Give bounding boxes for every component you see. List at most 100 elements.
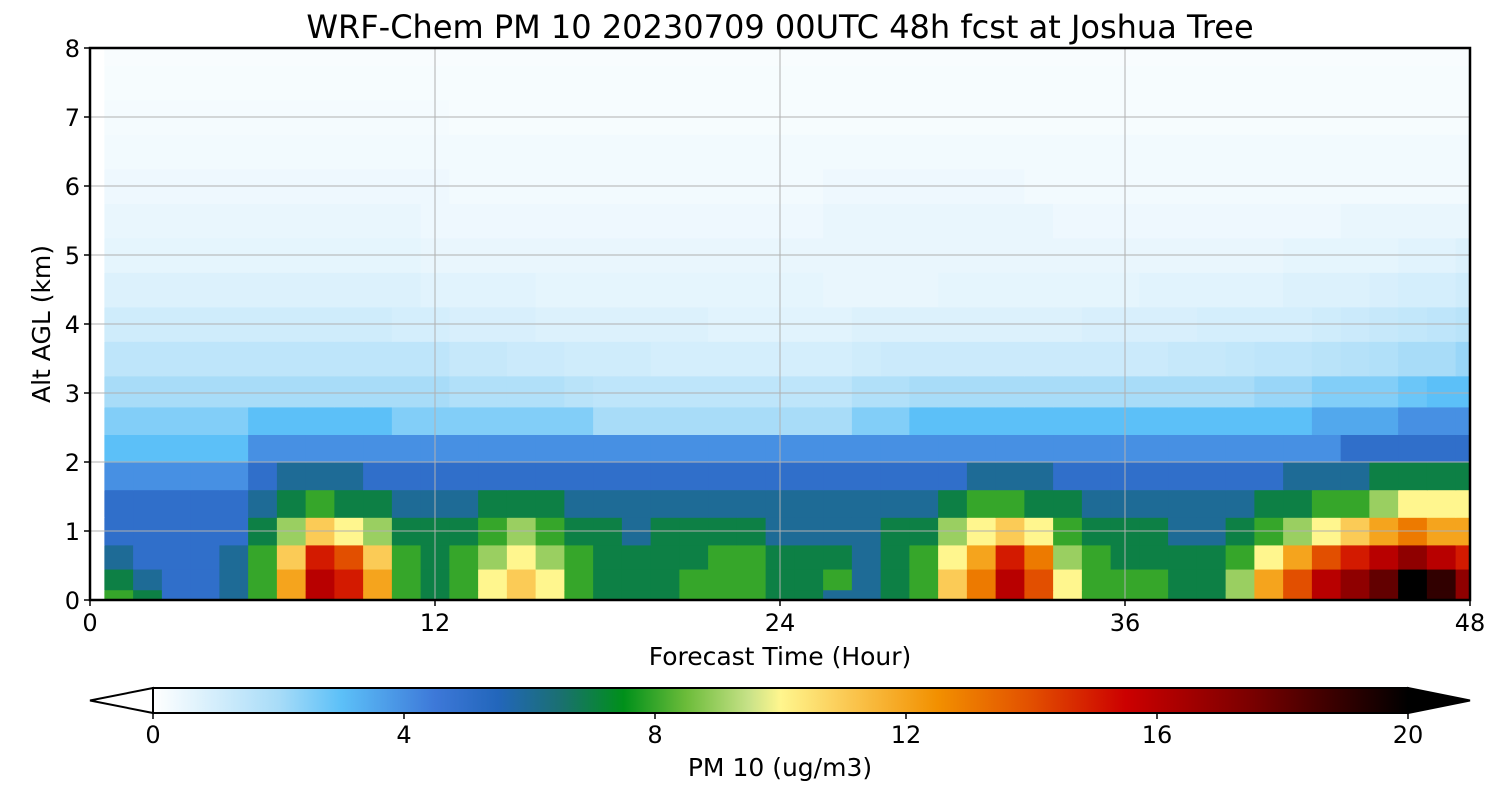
heatmap-cell	[1455, 406, 1470, 435]
heatmap-cell	[334, 375, 364, 408]
heatmap-cell	[1340, 434, 1370, 463]
heatmap-cell	[564, 203, 594, 239]
heatmap-cell	[478, 272, 508, 308]
heatmap-cell	[133, 203, 163, 239]
heatmap-cell	[535, 406, 565, 435]
heatmap-cell	[363, 134, 393, 170]
heatmap-cell	[1081, 272, 1112, 308]
heatmap-cell	[966, 489, 997, 518]
heatmap-cell	[966, 272, 997, 308]
heatmap-cell	[1340, 272, 1370, 308]
heatmap-cell	[909, 568, 939, 591]
heatmap-cell	[995, 375, 1025, 408]
heatmap-cell	[219, 406, 249, 435]
heatmap-cell	[679, 462, 709, 491]
heatmap-cell	[1139, 375, 1169, 408]
heatmap-cell	[506, 434, 537, 463]
heatmap-cell	[219, 203, 249, 239]
heatmap-cell	[593, 406, 623, 435]
heatmap-cell	[161, 434, 192, 463]
heatmap-cell	[736, 203, 767, 239]
heatmap-cell	[966, 434, 997, 463]
heatmap-cell	[90, 568, 105, 591]
heatmap-cell	[1369, 589, 1399, 600]
heatmap-cell	[449, 434, 479, 463]
heatmap-cell	[161, 48, 192, 66]
heatmap-cell	[133, 272, 163, 308]
heatmap-cell	[794, 489, 824, 518]
heatmap-cell	[478, 48, 508, 66]
heatmap-cell	[593, 65, 623, 101]
heatmap-cell	[650, 48, 680, 66]
heatmap-cell	[478, 134, 508, 170]
heatmap-cell	[995, 134, 1025, 170]
heatmap-cell	[909, 434, 939, 463]
x-tick-label: 48	[1455, 609, 1486, 637]
heatmap-cell	[823, 48, 853, 66]
heatmap-cell	[1168, 568, 1198, 591]
heatmap-cell	[564, 48, 594, 66]
heatmap-cell	[823, 65, 853, 101]
heatmap-cell	[708, 203, 738, 239]
heatmap-cell	[161, 544, 192, 570]
heatmap-cell	[219, 375, 249, 408]
heatmap-cell	[219, 568, 249, 591]
heatmap-cell	[1369, 568, 1399, 591]
heatmap-cell	[995, 48, 1025, 66]
heatmap-cell	[1426, 489, 1457, 518]
heatmap-cell	[593, 568, 623, 591]
heatmap-cell	[1369, 48, 1399, 66]
heatmap-cell	[1398, 341, 1428, 377]
y-tick-label: 7	[65, 104, 80, 132]
heatmap-cell	[938, 489, 968, 518]
heatmap-cell	[794, 544, 824, 570]
heatmap-cell	[449, 462, 479, 491]
heatmap-cell	[1225, 589, 1255, 600]
heatmap-cell	[1081, 434, 1112, 463]
heatmap-cell	[1225, 341, 1255, 377]
heatmap-cell	[90, 272, 105, 308]
heatmap-cell	[219, 48, 249, 66]
heatmap-cell	[1283, 375, 1313, 408]
heatmap-cell	[161, 272, 192, 308]
heatmap-cell	[391, 65, 422, 101]
heatmap-cell	[449, 489, 479, 518]
heatmap-cell	[1283, 589, 1313, 600]
heatmap-cell	[391, 462, 422, 491]
heatmap-cell	[1081, 375, 1112, 408]
heatmap-cell	[938, 65, 968, 101]
heatmap-cell	[995, 203, 1025, 239]
heatmap-cell	[391, 434, 422, 463]
chart-title: WRF-Chem PM 10 20230709 00UTC 48h fcst a…	[306, 8, 1253, 46]
heatmap-cell	[1340, 568, 1370, 591]
heatmap-cell	[938, 544, 968, 570]
x-tick-label: 24	[765, 609, 796, 637]
heatmap-cell	[1081, 589, 1112, 600]
heatmap-cell	[478, 568, 508, 591]
heatmap-cell	[736, 589, 767, 600]
heatmap-cell	[1139, 544, 1169, 570]
heatmap-cell	[1225, 434, 1255, 463]
heatmap-cell	[276, 272, 307, 308]
heatmap-cell	[1398, 568, 1428, 591]
heatmap-cell	[1311, 406, 1342, 435]
heatmap-cell	[1081, 406, 1112, 435]
heatmap-cell	[133, 134, 163, 170]
heatmap-cell	[1254, 489, 1284, 518]
heatmap-cell	[708, 544, 738, 570]
heatmap-cell	[1340, 65, 1370, 101]
heatmap-cell	[736, 65, 767, 101]
heatmap-cell	[1426, 568, 1457, 591]
heatmap-cell	[909, 406, 939, 435]
y-tick-label: 4	[65, 311, 80, 339]
heatmap-cell	[190, 134, 220, 170]
heatmap-cell	[679, 375, 709, 408]
heatmap-cell	[1340, 489, 1370, 518]
heatmap-cell	[708, 568, 738, 591]
heatmap-cell	[535, 375, 565, 408]
heatmap-cell	[276, 462, 307, 491]
heatmap-cell	[1398, 462, 1428, 491]
heatmap-cell	[794, 272, 824, 308]
heatmap-cell	[593, 434, 623, 463]
